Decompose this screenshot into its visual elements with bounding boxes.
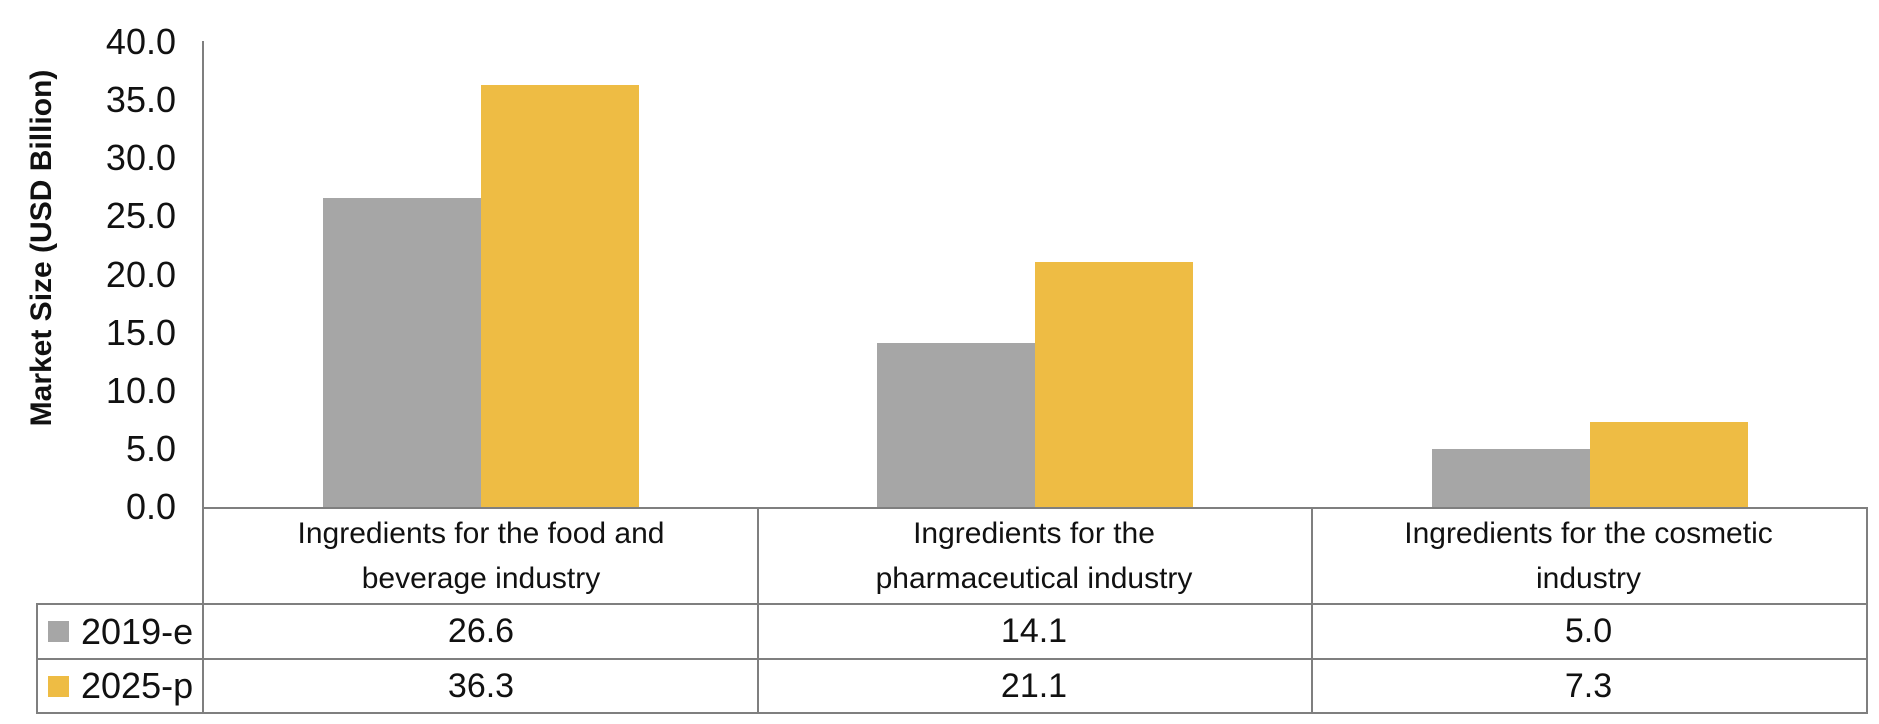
legend-label: 2019-e (81, 610, 194, 652)
y-axis-tick-label: 25.0 (105, 195, 176, 237)
category-header-pharmaceutical: Ingredients for the pharmaceutical indus… (759, 509, 1309, 603)
bar-2019-e-category-3 (1432, 449, 1590, 507)
value-cell-2019-food: 26.6 (447, 612, 515, 650)
bar-2025-p-category-2 (1035, 262, 1193, 507)
legend-swatch-2019-e (48, 621, 69, 642)
value-cell-2025-pharma: 21.1 (1000, 666, 1068, 705)
category-header-cosmetic: Ingredients for the cosmetic industry (1313, 509, 1864, 603)
category-label: Ingredients for the cosmetic industry (1404, 517, 1773, 595)
bar-2025-p-category-1 (481, 85, 639, 507)
category-label: Ingredients for the food and beverage in… (297, 517, 665, 595)
table-border-left (36, 603, 38, 714)
table-border-col2 (1311, 507, 1313, 714)
y-axis-tick-label: 0.0 (125, 486, 176, 527)
legend-swatch-2025-p (48, 675, 69, 697)
y-axis-tick-label: 40.0 (105, 21, 176, 62)
category-label: Ingredients for the pharmaceutical indus… (875, 517, 1193, 595)
y-axis-tick-label: 5.0 (125, 427, 176, 469)
legend-label: 2025-p (81, 665, 194, 706)
table-border-col1 (757, 507, 759, 714)
value-cell-2025-food: 36.3 (447, 666, 515, 705)
value-cell-2019-cosmetic: 5.0 (1564, 612, 1613, 650)
value-cell-2019-pharma: 14.1 (1000, 612, 1068, 650)
y-axis-tick-label: 20.0 (105, 253, 176, 295)
table-border-right (1866, 507, 1868, 714)
x-axis-baseline (202, 507, 1868, 509)
y-axis-tick-label: 35.0 (105, 79, 176, 121)
category-header-food-beverage: Ingredients for the food and beverage in… (206, 509, 756, 603)
legend-key-2019-e: 2019-e (38, 605, 202, 658)
y-axis-line (202, 41, 204, 714)
table-border-bottom (36, 712, 1868, 714)
table-border-row2 (36, 658, 1868, 660)
y-axis-tick-label: 10.0 (105, 369, 176, 411)
y-axis-tick-label: 30.0 (105, 137, 176, 179)
bar-2019-e-category-2 (877, 343, 1035, 507)
bar-2025-p-category-3 (1590, 422, 1748, 507)
table-border-row1 (36, 603, 1868, 605)
y-axis-tick-label: 15.0 (105, 311, 176, 353)
y-axis-title: Market Size (USD Billion) (25, 69, 58, 427)
value-cell-2025-cosmetic: 7.3 (1564, 666, 1613, 705)
legend-key-2025-p: 2025-p (38, 660, 202, 712)
bar-2019-e-category-1 (323, 198, 481, 507)
